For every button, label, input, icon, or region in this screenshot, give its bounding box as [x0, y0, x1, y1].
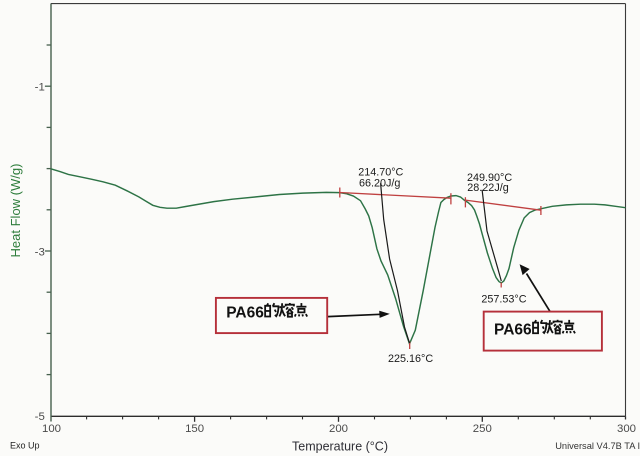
svg-text:Universal V4.7B TA Inst: Universal V4.7B TA Inst	[555, 441, 640, 451]
svg-text:-1: -1	[35, 81, 45, 93]
svg-text:PA66: PA66	[226, 305, 264, 322]
svg-text:300: 300	[617, 423, 636, 435]
svg-text:Temperature (°C): Temperature (°C)	[292, 440, 388, 454]
svg-text:225.16°C: 225.16°C	[388, 353, 433, 365]
svg-text:249.90°C: 249.90°C	[467, 172, 512, 184]
svg-text:257.53°C: 257.53°C	[481, 293, 526, 305]
svg-text:PA66: PA66	[494, 321, 532, 338]
svg-text:Heat Flow (W/g): Heat Flow (W/g)	[8, 164, 23, 258]
svg-text:214.70°C: 214.70°C	[358, 166, 403, 178]
svg-text:-3: -3	[35, 246, 45, 258]
svg-text:150: 150	[185, 423, 204, 435]
svg-text:200: 200	[329, 423, 348, 435]
svg-text:100: 100	[42, 423, 61, 435]
svg-text:250: 250	[473, 423, 492, 435]
svg-text:Exo Up: Exo Up	[10, 441, 40, 451]
svg-text:-5: -5	[35, 411, 45, 423]
svg-text:28.22J/g: 28.22J/g	[467, 182, 508, 194]
svg-text:66.20J/g: 66.20J/g	[359, 177, 400, 189]
